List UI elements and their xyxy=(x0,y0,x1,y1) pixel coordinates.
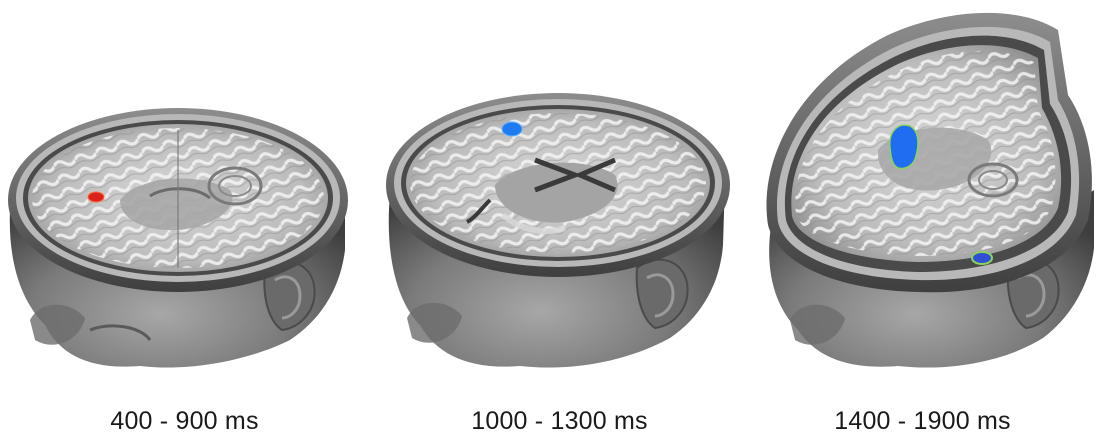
activation-blob xyxy=(87,191,105,203)
head-render-3 xyxy=(766,12,1094,368)
time-window-label: 400 - 900 ms xyxy=(110,407,259,435)
brain-panel-3: 1400 - 1900 ms xyxy=(738,0,1107,442)
activation-blob xyxy=(971,251,993,265)
activation-blob xyxy=(501,121,523,137)
time-window-label: 1000 - 1300 ms xyxy=(471,407,648,435)
time-window-label: 1400 - 1900 ms xyxy=(834,407,1011,435)
brain-panel-2: 1000 - 1300 ms xyxy=(375,0,744,442)
activation-blob xyxy=(889,124,919,170)
brain-panel-1: 400 - 900 ms xyxy=(0,0,369,442)
head-render-2 xyxy=(386,93,730,368)
head-render-1 xyxy=(8,108,348,368)
